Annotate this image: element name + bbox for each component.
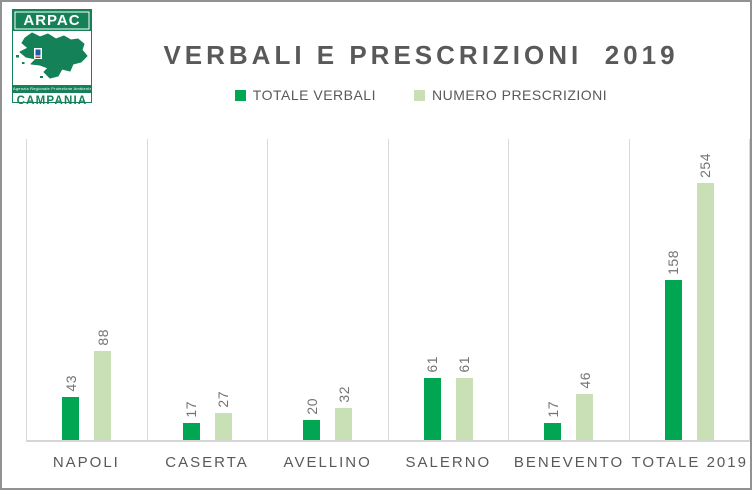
bar-numero-prescrizioni[interactable]	[335, 408, 353, 440]
bar-group-numero-prescrizioni: 46	[576, 139, 594, 440]
legend-swatch-dark-green	[234, 89, 246, 101]
category-label-caserta: CASERTA	[165, 454, 249, 471]
category-slot-benevento: 17 46	[508, 139, 629, 440]
chart-title: VERBALI E PRESCRIZIONI 2019	[163, 40, 679, 70]
category-label-salerno: SALERNO	[405, 454, 492, 471]
bar-pair: 20 32	[303, 139, 353, 440]
category-label-napoli: NAPOLI	[52, 454, 120, 471]
bar-group-totale-verbali: 43	[62, 139, 80, 440]
bar-group-numero-prescrizioni: 32	[335, 139, 353, 440]
campania-map	[13, 31, 91, 85]
legend-swatch-light-green	[414, 89, 425, 101]
bar-value-label: 17	[183, 401, 200, 418]
bar-group-totale-verbali: 17	[182, 139, 200, 440]
bar-value-label: 20	[303, 398, 320, 415]
legend-label: NUMERO PRESCRIZIONI	[432, 87, 608, 103]
bar-group-numero-prescrizioni: 254	[696, 139, 714, 440]
category-label-benevento: BENEVENTO	[513, 454, 625, 471]
legend-item-totale-verbali[interactable]: TOTALE VERBALI	[234, 87, 376, 103]
plot-area: 43 88 17 27 20 32 61 61 17 46 158 254	[26, 139, 750, 442]
bar-value-label: 88	[94, 329, 111, 346]
bar-totale-verbali[interactable]	[544, 423, 562, 440]
category-label-totale-2019: TOTALE 2019	[631, 454, 748, 471]
bar-totale-verbali[interactable]	[62, 397, 80, 440]
bar-group-numero-prescrizioni: 88	[94, 139, 112, 440]
bar-numero-prescrizioni[interactable]	[455, 378, 473, 440]
bar-pair: 17 46	[544, 139, 594, 440]
bar-value-label: 17	[544, 401, 561, 418]
bar-pair: 43 88	[62, 139, 112, 440]
category-label-avellino: AVELLINO	[283, 454, 372, 471]
bar-value-label: 254	[697, 153, 714, 178]
bar-pair: 158 254	[664, 139, 714, 440]
arpac-logo-agency-text: ARPAC	[13, 10, 91, 31]
arpac-logo-inner: ARPAC Agenzia Regionale Protezione Ambie…	[13, 10, 91, 107]
legend-label: TOTALE VERBALI	[252, 87, 376, 103]
bar-numero-prescrizioni[interactable]	[696, 183, 714, 440]
arpac-logo: ARPAC Agenzia Regionale Protezione Ambie…	[12, 9, 92, 107]
arpac-logo-region-text: CAMPANIA	[16, 94, 88, 107]
bar-pair: 17 27	[182, 139, 232, 440]
legend-item-numero-prescrizioni[interactable]: NUMERO PRESCRIZIONI	[414, 87, 607, 103]
bar-group-numero-prescrizioni: 61	[455, 139, 473, 440]
logo-shield-emblem	[34, 48, 42, 59]
category-slot-caserta: 17 27	[146, 139, 268, 440]
category-slot-totale-2019: 158 254	[628, 139, 750, 440]
bar-value-label: 61	[424, 356, 441, 373]
arpac-logo-strip-text: Agenzia Regionale Protezione Ambientale	[13, 85, 91, 93]
bar-totale-verbali[interactable]	[182, 423, 200, 440]
bar-value-label: 46	[576, 372, 593, 389]
bar-value-label: 43	[62, 375, 79, 392]
bar-value-label: 61	[456, 356, 473, 373]
category-slot-salerno: 61 61	[387, 139, 509, 440]
bar-numero-prescrizioni[interactable]	[214, 413, 232, 440]
bar-group-numero-prescrizioni: 27	[214, 139, 232, 440]
category-axis: NAPOLI CASERTA AVELLINO SALERNO BENEVENTO TOT…	[26, 454, 750, 471]
campania-map-icon	[16, 32, 88, 79]
bar-group-totale-verbali: 158	[664, 139, 682, 440]
bar-numero-prescrizioni[interactable]	[576, 394, 594, 440]
bar-numero-prescrizioni[interactable]	[94, 351, 112, 440]
bar-value-label: 27	[215, 391, 232, 408]
bar-totale-verbali[interactable]	[303, 420, 321, 440]
bar-totale-verbali[interactable]	[664, 280, 682, 440]
bar-group-totale-verbali: 61	[423, 139, 441, 440]
category-slot-avellino: 20 32	[267, 139, 388, 440]
chart-legend: TOTALE VERBALI NUMERO PRESCRIZIONI	[102, 87, 740, 103]
bar-pair: 61 61	[423, 139, 473, 440]
bar-group-totale-verbali: 20	[303, 139, 321, 440]
bar-value-label: 32	[335, 386, 352, 403]
bar-totale-verbali[interactable]	[423, 378, 441, 440]
bar-group-totale-verbali: 17	[544, 139, 562, 440]
category-slot-napoli: 43 88	[26, 139, 147, 440]
bar-value-label: 158	[665, 250, 682, 275]
